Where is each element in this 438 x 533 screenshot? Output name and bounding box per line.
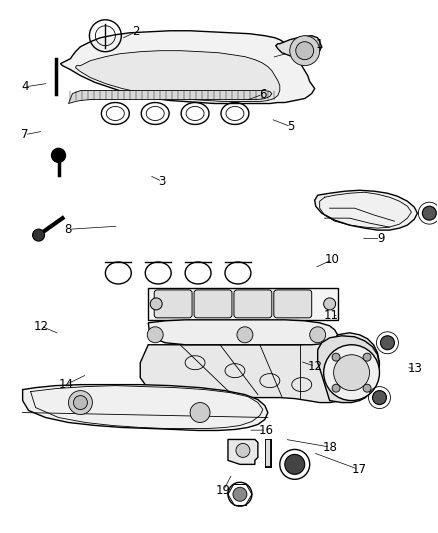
Text: 1: 1 [316, 38, 323, 51]
Text: 11: 11 [324, 309, 339, 322]
Polygon shape [318, 336, 379, 402]
FancyBboxPatch shape [274, 290, 312, 318]
Text: 6: 6 [259, 88, 266, 101]
Text: 17: 17 [351, 463, 366, 476]
Text: 12: 12 [307, 360, 322, 373]
Circle shape [363, 384, 371, 392]
Polygon shape [68, 91, 272, 103]
Polygon shape [276, 36, 321, 59]
Circle shape [68, 391, 92, 415]
Text: 19: 19 [216, 484, 231, 497]
Circle shape [32, 229, 45, 241]
Text: 8: 8 [65, 223, 72, 236]
Polygon shape [60, 31, 314, 103]
Text: 4: 4 [21, 80, 28, 93]
Polygon shape [23, 385, 268, 431]
Text: 5: 5 [287, 120, 295, 133]
Circle shape [296, 42, 314, 60]
Text: 14: 14 [59, 378, 74, 391]
Circle shape [147, 327, 163, 343]
Circle shape [285, 455, 305, 474]
Circle shape [52, 148, 66, 163]
Circle shape [190, 402, 210, 423]
Circle shape [324, 298, 336, 310]
Circle shape [363, 353, 371, 361]
Circle shape [310, 327, 326, 343]
Text: 9: 9 [377, 232, 384, 245]
Circle shape [324, 345, 379, 401]
Text: 13: 13 [408, 362, 423, 375]
FancyBboxPatch shape [154, 290, 192, 318]
Circle shape [422, 206, 436, 220]
FancyBboxPatch shape [234, 290, 272, 318]
Polygon shape [148, 288, 338, 320]
Polygon shape [314, 190, 417, 230]
Text: 18: 18 [323, 441, 338, 454]
Circle shape [332, 384, 340, 392]
Circle shape [290, 36, 320, 66]
FancyBboxPatch shape [194, 290, 232, 318]
Text: 2: 2 [132, 25, 140, 38]
Circle shape [150, 298, 162, 310]
Polygon shape [75, 51, 280, 101]
Circle shape [237, 327, 253, 343]
Text: 10: 10 [325, 253, 340, 266]
Text: 7: 7 [21, 128, 28, 141]
Circle shape [74, 395, 88, 409]
Text: 3: 3 [159, 175, 166, 188]
Circle shape [334, 355, 370, 391]
Text: 12: 12 [33, 319, 48, 333]
Circle shape [236, 443, 250, 457]
Circle shape [332, 353, 340, 361]
Polygon shape [148, 320, 338, 345]
Circle shape [372, 391, 386, 405]
Circle shape [381, 336, 395, 350]
Polygon shape [140, 333, 379, 402]
Polygon shape [228, 439, 258, 464]
Circle shape [233, 487, 247, 501]
Text: 16: 16 [259, 424, 274, 437]
